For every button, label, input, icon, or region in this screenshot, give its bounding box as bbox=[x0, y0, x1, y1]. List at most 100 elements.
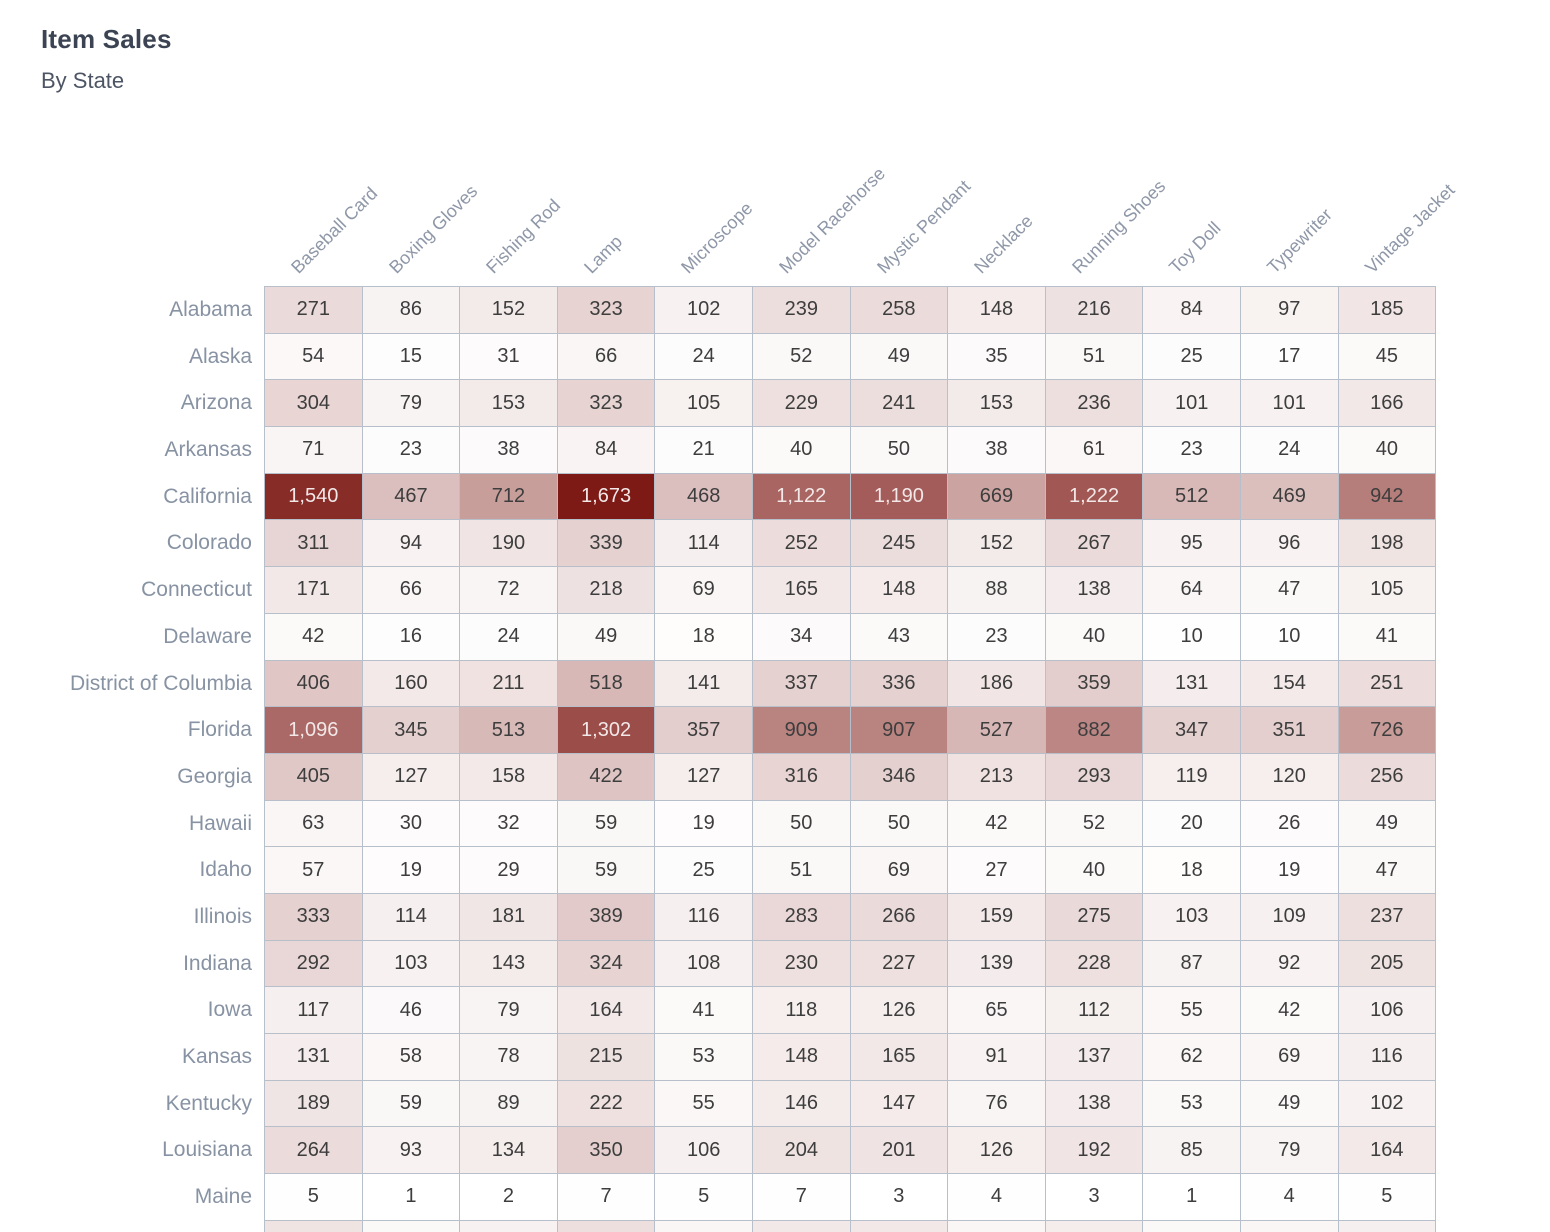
heatmap-cell[interactable]: 350 bbox=[557, 1127, 656, 1175]
heatmap-cell[interactable]: 112 bbox=[1045, 987, 1144, 1034]
heatmap-cell[interactable]: 323 bbox=[557, 287, 656, 334]
heatmap-cell[interactable]: 266 bbox=[850, 893, 949, 941]
heatmap-cell[interactable]: 126 bbox=[948, 1127, 1046, 1175]
heatmap-cell[interactable]: 116 bbox=[655, 893, 753, 941]
heatmap-cell[interactable]: 158 bbox=[460, 753, 558, 801]
heatmap-cell-partial[interactable] bbox=[948, 1220, 1046, 1232]
heatmap-cell[interactable]: 93 bbox=[362, 1127, 461, 1175]
heatmap-cell[interactable]: 942 bbox=[1338, 473, 1437, 521]
heatmap-cell[interactable]: 5 bbox=[1338, 1174, 1437, 1221]
heatmap-cell[interactable]: 91 bbox=[948, 1034, 1046, 1081]
heatmap-cell[interactable]: 311 bbox=[265, 520, 363, 568]
heatmap-cell[interactable]: 256 bbox=[1338, 753, 1437, 801]
heatmap-cell[interactable]: 52 bbox=[752, 333, 851, 381]
heatmap-cell[interactable]: 359 bbox=[1045, 660, 1144, 708]
heatmap-cell[interactable]: 118 bbox=[752, 987, 851, 1034]
column-header-fishing-rod[interactable]: Fishing Rod bbox=[482, 195, 565, 278]
heatmap-cell[interactable]: 909 bbox=[752, 707, 851, 754]
heatmap-cell[interactable]: 422 bbox=[557, 753, 656, 801]
heatmap-cell[interactable]: 95 bbox=[1143, 520, 1241, 568]
heatmap-cell[interactable]: 24 bbox=[1240, 427, 1339, 474]
heatmap-cell[interactable]: 21 bbox=[655, 427, 753, 474]
heatmap-cell[interactable]: 59 bbox=[557, 847, 656, 894]
row-label-florida[interactable]: Florida bbox=[187, 718, 252, 742]
heatmap-cell[interactable]: 105 bbox=[1338, 567, 1437, 614]
heatmap-cell[interactable]: 114 bbox=[655, 520, 753, 568]
heatmap-cell[interactable]: 34 bbox=[752, 613, 851, 661]
heatmap-cell[interactable]: 186 bbox=[948, 660, 1046, 708]
heatmap-cell[interactable]: 106 bbox=[655, 1127, 753, 1175]
heatmap-cell[interactable]: 245 bbox=[850, 520, 949, 568]
heatmap-cell[interactable]: 518 bbox=[557, 660, 656, 708]
heatmap-cell[interactable]: 351 bbox=[1240, 707, 1339, 754]
row-label-delaware[interactable]: Delaware bbox=[163, 624, 252, 648]
heatmap-cell[interactable]: 38 bbox=[460, 427, 558, 474]
heatmap-cell[interactable]: 229 bbox=[752, 380, 851, 428]
heatmap-cell-partial[interactable] bbox=[655, 1220, 753, 1232]
heatmap-cell[interactable]: 1,222 bbox=[1045, 473, 1144, 521]
heatmap-cell[interactable]: 333 bbox=[265, 893, 363, 941]
heatmap-cell[interactable]: 20 bbox=[1143, 800, 1241, 848]
heatmap-cell[interactable]: 40 bbox=[1045, 613, 1144, 661]
heatmap-cell[interactable]: 882 bbox=[1045, 707, 1144, 754]
heatmap-cell[interactable]: 50 bbox=[850, 427, 949, 474]
heatmap-cell[interactable]: 26 bbox=[1240, 800, 1339, 848]
heatmap-cell[interactable]: 42 bbox=[265, 613, 363, 661]
heatmap-cell[interactable]: 346 bbox=[850, 753, 949, 801]
heatmap-cell[interactable]: 152 bbox=[460, 287, 558, 334]
heatmap-cell[interactable]: 24 bbox=[655, 333, 753, 381]
row-label-hawaii[interactable]: Hawaii bbox=[188, 811, 252, 835]
heatmap-cell[interactable]: 29 bbox=[460, 847, 558, 894]
column-header-typewriter[interactable]: Typewriter bbox=[1263, 204, 1337, 278]
heatmap-cell[interactable]: 164 bbox=[1338, 1127, 1437, 1175]
row-label-alaska[interactable]: Alaska bbox=[188, 344, 252, 368]
heatmap-cell[interactable]: 102 bbox=[1338, 1080, 1437, 1128]
heatmap-cell[interactable]: 63 bbox=[265, 800, 363, 848]
heatmap-cell-partial[interactable] bbox=[752, 1220, 851, 1232]
heatmap-cell[interactable]: 389 bbox=[557, 893, 656, 941]
heatmap-cell-partial[interactable] bbox=[1338, 1220, 1437, 1232]
heatmap-cell[interactable]: 120 bbox=[1240, 753, 1339, 801]
heatmap-cell[interactable]: 236 bbox=[1045, 380, 1144, 428]
heatmap-cell[interactable]: 24 bbox=[460, 613, 558, 661]
heatmap-cell[interactable]: 181 bbox=[460, 893, 558, 941]
heatmap-cell[interactable]: 62 bbox=[1143, 1034, 1241, 1081]
heatmap-cell[interactable]: 106 bbox=[1338, 987, 1437, 1034]
heatmap-cell[interactable]: 19 bbox=[362, 847, 461, 894]
row-label-georgia[interactable]: Georgia bbox=[177, 764, 252, 788]
heatmap-cell[interactable]: 55 bbox=[655, 1080, 753, 1128]
heatmap-cell[interactable]: 241 bbox=[850, 380, 949, 428]
heatmap-cell[interactable]: 152 bbox=[948, 520, 1046, 568]
heatmap-cell[interactable]: 512 bbox=[1143, 473, 1241, 521]
heatmap-cell[interactable]: 1,096 bbox=[265, 707, 363, 754]
heatmap-cell[interactable]: 53 bbox=[655, 1034, 753, 1081]
heatmap-cell[interactable]: 205 bbox=[1338, 940, 1437, 988]
heatmap-cell[interactable]: 204 bbox=[752, 1127, 851, 1175]
heatmap-cell[interactable]: 304 bbox=[265, 380, 363, 428]
heatmap-cell[interactable]: 47 bbox=[1240, 567, 1339, 614]
heatmap-cell[interactable]: 105 bbox=[655, 380, 753, 428]
row-label-arizona[interactable]: Arizona bbox=[180, 391, 252, 415]
column-header-vintage-jacket[interactable]: Vintage Jacket bbox=[1360, 179, 1459, 278]
heatmap-cell[interactable]: 10 bbox=[1240, 613, 1339, 661]
heatmap-cell[interactable]: 103 bbox=[1143, 893, 1241, 941]
heatmap-cell[interactable]: 66 bbox=[557, 333, 656, 381]
heatmap-cell[interactable]: 64 bbox=[1143, 567, 1241, 614]
heatmap-cell[interactable]: 237 bbox=[1338, 893, 1437, 941]
heatmap-cell[interactable]: 103 bbox=[362, 940, 461, 988]
heatmap-cell[interactable]: 49 bbox=[557, 613, 656, 661]
row-label-kansas[interactable]: Kansas bbox=[181, 1045, 252, 1068]
heatmap-cell[interactable]: 148 bbox=[948, 287, 1046, 334]
column-header-lamp[interactable]: Lamp bbox=[579, 231, 626, 278]
heatmap-cell[interactable]: 160 bbox=[362, 660, 461, 708]
heatmap-cell[interactable]: 192 bbox=[1045, 1127, 1144, 1175]
heatmap-cell[interactable]: 153 bbox=[460, 380, 558, 428]
heatmap-cell[interactable]: 227 bbox=[850, 940, 949, 988]
heatmap-cell[interactable]: 148 bbox=[752, 1034, 851, 1081]
heatmap-cell[interactable]: 3 bbox=[850, 1174, 949, 1221]
heatmap-cell[interactable]: 190 bbox=[460, 520, 558, 568]
heatmap-cell[interactable]: 18 bbox=[1143, 847, 1241, 894]
heatmap-cell[interactable]: 54 bbox=[265, 333, 363, 381]
heatmap-cell[interactable]: 61 bbox=[1045, 427, 1144, 474]
heatmap-cell[interactable]: 43 bbox=[850, 613, 949, 661]
